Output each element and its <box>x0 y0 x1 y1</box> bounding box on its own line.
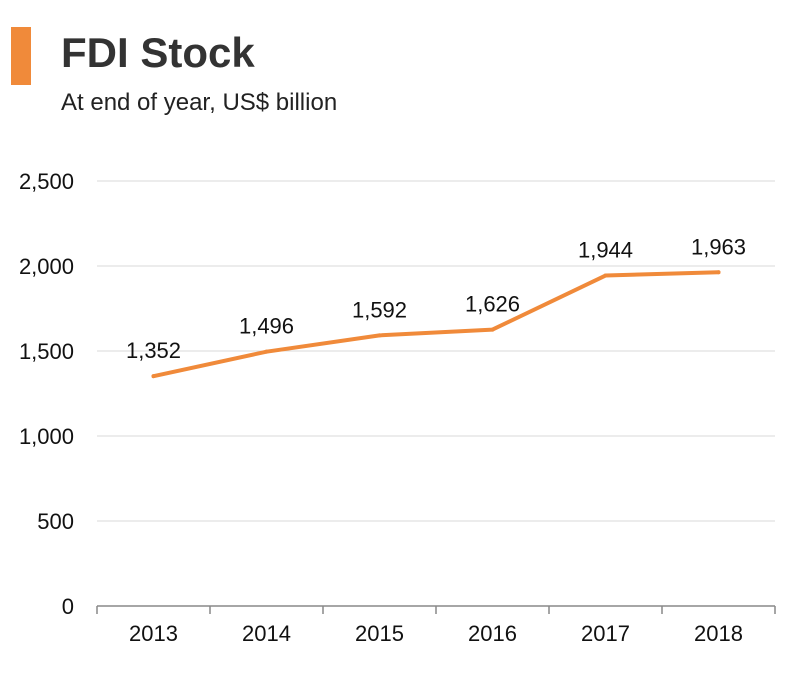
y-tick-label: 1,000 <box>19 424 74 449</box>
data-label: 1,352 <box>126 338 181 363</box>
x-tick-label: 2015 <box>355 621 404 646</box>
title-accent-bar <box>11 27 31 85</box>
chart-title: FDI Stock <box>61 29 255 76</box>
series <box>151 270 721 379</box>
series-line <box>151 270 721 379</box>
y-tick-label: 2,000 <box>19 254 74 279</box>
x-tick-label: 2013 <box>129 621 178 646</box>
gridlines <box>97 180 775 522</box>
y-tick-label: 1,500 <box>19 339 74 364</box>
x-tick-label: 2017 <box>581 621 630 646</box>
data-label: 1,944 <box>578 238 633 263</box>
data-point <box>264 349 269 354</box>
y-tick-label: 2,500 <box>19 169 74 194</box>
x-tick-label: 2016 <box>468 621 517 646</box>
x-tick-label: 2014 <box>242 621 291 646</box>
data-label: 1,496 <box>239 314 294 339</box>
data-point <box>490 327 495 332</box>
y-tick-label: 500 <box>37 509 74 534</box>
data-point <box>151 374 156 379</box>
data-label: 1,963 <box>691 234 746 259</box>
data-labels: 1,352 1,496 1,592 1,626 1,944 1,963 <box>126 234 746 363</box>
x-axis-tick-labels: 2013 2014 2015 2016 2017 2018 <box>129 621 743 646</box>
y-axis-tick-labels: 0 500 1,000 1,500 2,000 2,500 <box>19 169 74 619</box>
x-tick-label: 2018 <box>694 621 743 646</box>
x-axis <box>96 605 776 614</box>
data-point <box>377 333 382 338</box>
y-tick-label: 0 <box>62 594 74 619</box>
data-point <box>603 273 608 278</box>
chart-subtitle: At end of year, US$ billion <box>61 89 338 116</box>
data-label: 1,626 <box>465 292 520 317</box>
data-label: 1,592 <box>352 297 407 322</box>
data-point <box>716 270 721 275</box>
